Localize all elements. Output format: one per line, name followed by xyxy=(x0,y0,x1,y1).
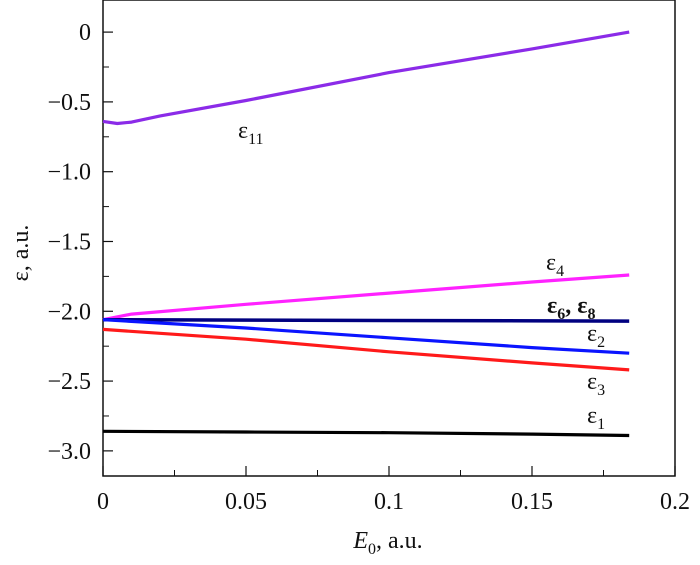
series-line-3 xyxy=(102,327,630,372)
y-tick-label: 0 xyxy=(79,20,91,46)
series-label: ε4 xyxy=(546,250,564,280)
y-tick-label: −0.5 xyxy=(47,90,91,116)
y-tick-label: −3.0 xyxy=(47,439,91,465)
x-axis-label-var: E xyxy=(352,528,368,554)
x-tick-label: 0 xyxy=(97,489,109,515)
x-tick-label: 0.15 xyxy=(511,489,553,515)
x-tick-label: 0.05 xyxy=(225,489,267,515)
y-tick-label: −1.0 xyxy=(47,160,91,186)
x-axis-label-sub: 0 xyxy=(368,541,376,558)
x-axis-label: E0, a.u. xyxy=(352,528,422,558)
series-lines xyxy=(102,30,630,438)
series-label: ε3 xyxy=(587,369,605,399)
y-tick-label: −2.0 xyxy=(47,299,91,325)
series-label: ε2 xyxy=(587,321,605,351)
y-tick-label: −2.5 xyxy=(47,369,91,395)
series-label: ε6, ε8 xyxy=(547,293,596,323)
series-line-1 xyxy=(102,429,630,438)
series-line-4 xyxy=(102,273,630,322)
y-axis-label: ε, a.u. xyxy=(8,225,34,282)
series-line-11 xyxy=(102,30,630,126)
x-tick-label: 0.2 xyxy=(660,489,690,515)
y-tick-label: −1.5 xyxy=(47,229,91,255)
x-axis-label-unit: , a.u. xyxy=(376,528,423,554)
series-line-2 xyxy=(102,318,630,355)
series-label: ε1 xyxy=(587,403,605,433)
axes: 0−0.5−1.0−1.5−2.0−2.5−3.00 0.05 0.1 0.15 0.2 xyxy=(47,0,690,515)
x-tick-label: 0.1 xyxy=(374,489,404,515)
series-line-68 xyxy=(102,317,630,323)
series-label: ε11 xyxy=(238,118,263,148)
